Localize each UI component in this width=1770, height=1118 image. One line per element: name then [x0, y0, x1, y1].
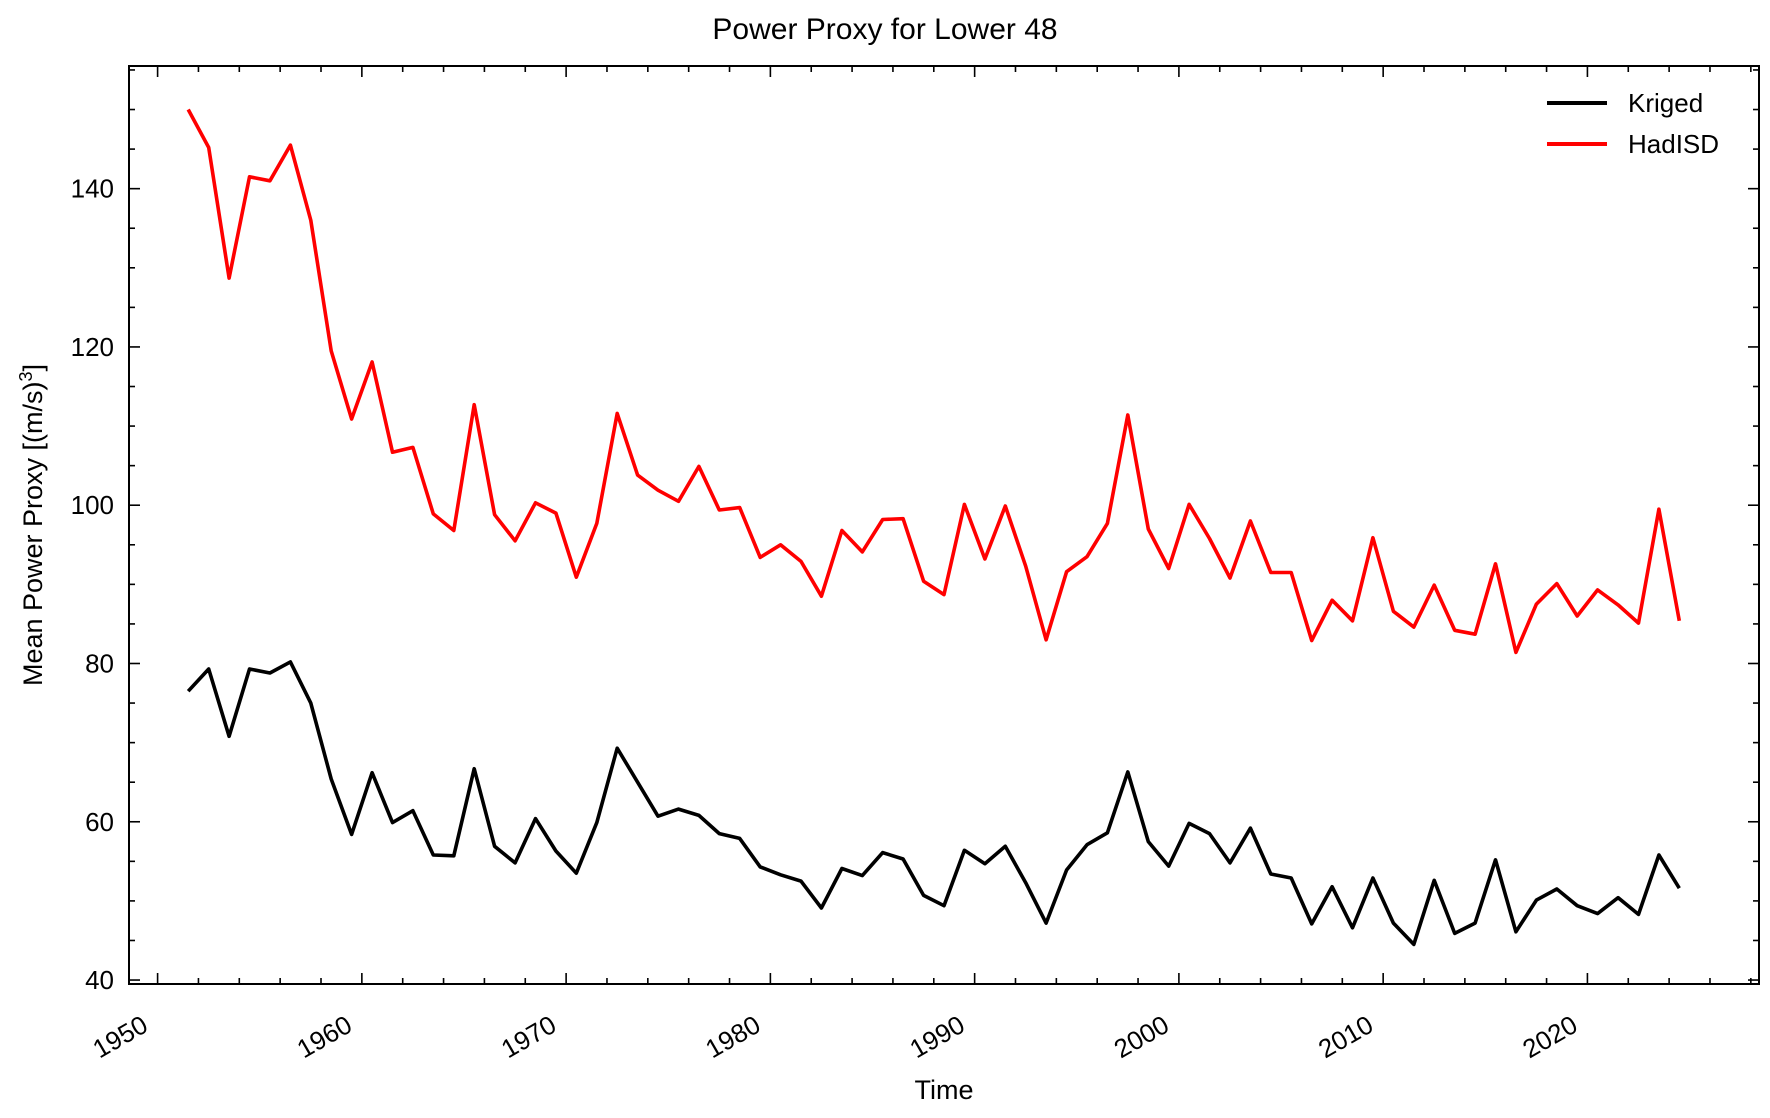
y-tick-label: 40: [85, 965, 114, 995]
legend-label-hadisd: HadISD: [1628, 129, 1719, 159]
y-axis-label: Mean Power Proxy [(m/s)3]: [16, 364, 48, 686]
plot-lines: [186, 108, 1682, 947]
x-tick-label: 1980: [700, 1009, 765, 1064]
x-tick-label: 1970: [496, 1009, 561, 1064]
y-tick-label: 120: [71, 332, 114, 362]
y-axis-label-superscript: 3: [16, 371, 36, 381]
y-tick-label: 140: [71, 174, 114, 204]
y-axis: 40 60 80 100 120 140: [71, 69, 1759, 995]
x-tick-label: 1960: [292, 1009, 357, 1064]
y-axis-label-main: Mean Power Proxy [(m/s): [18, 381, 48, 686]
plot-frame: [128, 65, 1760, 985]
y-tick-label: 80: [85, 648, 114, 678]
y-tick-label: 60: [85, 807, 114, 837]
series-line-kriged: [186, 660, 1681, 947]
x-tick-label: 1990: [905, 1009, 970, 1064]
x-tick-label: 2020: [1517, 1009, 1582, 1064]
x-axis-label: Time: [915, 1075, 974, 1105]
y-tick-label: 100: [71, 490, 114, 520]
series-line-hadisd: [186, 108, 1682, 655]
y-axis-label-suffix: ]: [18, 364, 48, 372]
legend: Kriged HadISD: [1547, 88, 1719, 159]
x-tick-label: 2010: [1313, 1009, 1378, 1064]
x-tick-label: 2000: [1109, 1009, 1174, 1064]
chart-title: Power Proxy for Lower 48: [712, 13, 1057, 46]
x-tick-label: 1950: [88, 1009, 153, 1064]
legend-label-kriged: Kriged: [1628, 88, 1703, 118]
